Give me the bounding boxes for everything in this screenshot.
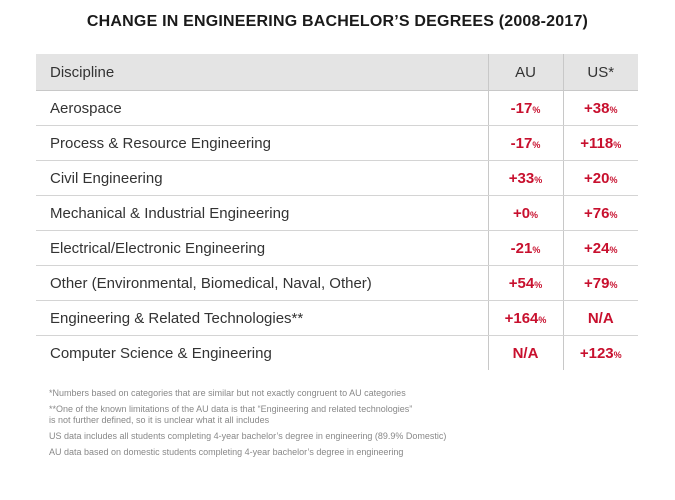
au-change-cell: +0% — [487, 195, 563, 231]
column-header-us: US* — [562, 54, 638, 91]
us-value: +118 — [580, 134, 614, 152]
us-unit: % — [613, 349, 622, 360]
au-unit: % — [532, 244, 541, 255]
us-value: +20 — [584, 169, 610, 187]
au-value: +164 — [504, 309, 539, 327]
footnote-line: US data includes all students completing… — [49, 431, 447, 441]
footnote: US data includes all students completing… — [49, 431, 609, 442]
discipline-cell: Mechanical & Industrial Engineering — [36, 195, 488, 231]
table-header-row: Discipline AU US* — [36, 54, 638, 91]
au-change-cell: +33% — [487, 160, 563, 196]
us-value: +24 — [584, 239, 610, 257]
discipline-cell: Process & Resource Engineering — [36, 125, 488, 161]
us-value: +76 — [584, 204, 610, 222]
au-value: +33 — [508, 169, 535, 187]
us-value: +123 — [579, 344, 614, 362]
us-unit: % — [609, 104, 618, 115]
au-value: +54 — [508, 274, 535, 292]
au-value: -21 — [510, 239, 533, 257]
table-row: Computer Science & Engineering N/A +123% — [36, 335, 638, 370]
discipline-cell: Electrical/Electronic Engineering — [36, 230, 488, 266]
us-change-cell: +123% — [562, 335, 638, 370]
table-row: Civil Engineering +33% +20% — [36, 160, 638, 196]
au-change-cell: -21% — [487, 230, 563, 266]
us-change-cell: +79% — [562, 265, 638, 301]
au-value: -17 — [510, 134, 533, 152]
column-header-discipline: Discipline — [36, 54, 488, 91]
footnote-line: *Numbers based on categories that are si… — [49, 388, 406, 398]
au-value: N/A — [512, 344, 539, 362]
au-unit: % — [534, 279, 543, 290]
au-unit: % — [534, 174, 543, 185]
discipline-cell: Civil Engineering — [36, 160, 488, 196]
us-unit: % — [609, 209, 618, 220]
us-unit: % — [609, 244, 618, 255]
table-row: Engineering & Related Technologies** +164… — [36, 300, 638, 336]
us-change-cell: N/A — [562, 300, 638, 336]
footnote: **One of the known limitations of the AU… — [49, 404, 609, 426]
au-change-cell: N/A — [487, 335, 563, 370]
degrees-table: Discipline AU US* Aerospace -17% +38% Proce… — [36, 54, 638, 370]
us-change-cell: +24% — [562, 230, 638, 266]
table-row: Mechanical & Industrial Engineering +0% +7… — [36, 195, 638, 231]
discipline-cell: Other (Environmental, Biomedical, Naval,… — [36, 265, 488, 301]
footnote-line: is not further defined, so it is unclear… — [49, 415, 270, 425]
footnote-line: **One of the known limitations of the AU… — [49, 404, 413, 414]
column-header-au: AU — [487, 54, 563, 91]
discipline-cell: Computer Science & Engineering — [50, 344, 272, 362]
au-unit: % — [538, 314, 547, 325]
au-change-cell: -17% — [487, 125, 563, 161]
us-change-cell: +76% — [562, 195, 638, 231]
us-change-cell: +38% — [562, 90, 638, 126]
chart-title: CHANGE IN ENGINEERING BACHELOR’S DEGREES… — [86, 13, 589, 30]
discipline-cell: Aerospace — [36, 90, 488, 126]
table-row: Aerospace -17% +38% — [36, 90, 638, 126]
us-unit: % — [609, 279, 618, 290]
table-row: Electrical/Electronic Engineering -21% +24… — [36, 230, 638, 266]
au-change-cell: +164% — [487, 300, 563, 336]
us-value: +79 — [584, 274, 610, 292]
footnotes: *Numbers based on categories that are si… — [49, 388, 609, 463]
au-unit: % — [530, 209, 539, 220]
footnote-line: AU data based on domestic students compl… — [49, 447, 404, 457]
us-unit: % — [613, 139, 622, 150]
us-unit: % — [609, 174, 618, 185]
us-change-cell: +118% — [562, 125, 638, 161]
table-row: Process & Resource Engineering -17% +118% — [36, 125, 638, 161]
au-value: +0 — [512, 204, 531, 222]
au-change-cell: +54% — [487, 265, 563, 301]
au-unit: % — [532, 139, 541, 150]
table-row: Other (Environmental, Biomedical, Naval,… — [36, 265, 638, 301]
footnote: AU data based on domestic students compl… — [49, 447, 609, 458]
au-value: -17 — [510, 99, 533, 117]
au-unit: % — [532, 104, 541, 115]
discipline-cell: Engineering & Related Technologies** — [36, 300, 488, 336]
footnote: *Numbers based on categories that are si… — [49, 388, 609, 399]
us-value: +38 — [584, 99, 610, 117]
us-value: N/A — [587, 309, 614, 327]
us-change-cell: +20% — [562, 160, 638, 196]
au-change-cell: -17% — [487, 90, 563, 126]
